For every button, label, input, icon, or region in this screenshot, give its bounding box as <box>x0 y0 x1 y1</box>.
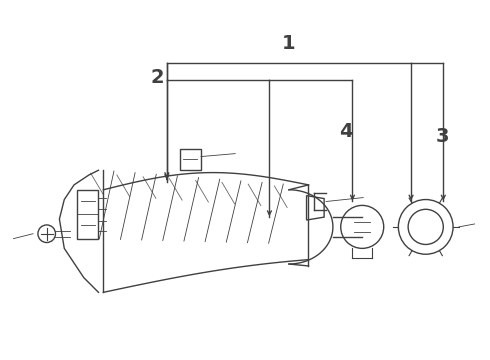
Text: 3: 3 <box>436 127 449 145</box>
Text: 2: 2 <box>150 68 164 87</box>
Text: 1: 1 <box>282 34 296 53</box>
Text: 4: 4 <box>339 122 352 141</box>
